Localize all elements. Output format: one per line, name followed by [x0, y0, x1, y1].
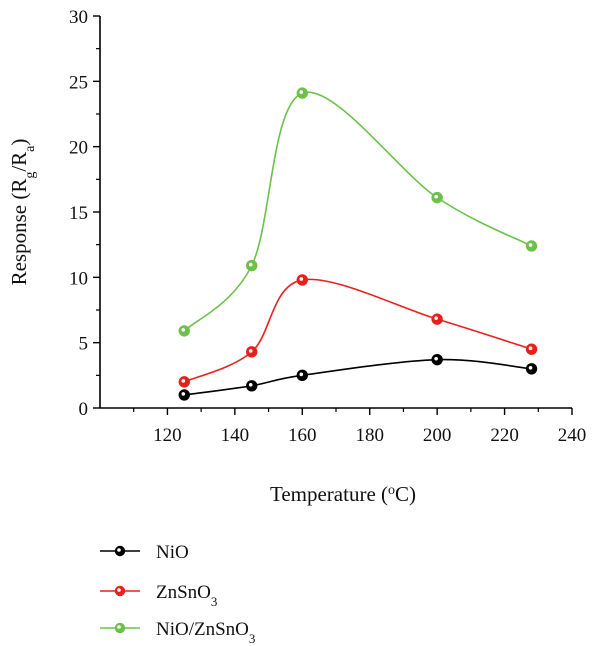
series-line [183, 278, 532, 383]
data-point-highlight [528, 346, 533, 351]
data-point-highlight [434, 194, 438, 199]
y-tick-label: 25 [69, 72, 88, 93]
x-tick-label: 160 [288, 425, 317, 446]
series-line [184, 358, 532, 396]
data-point-highlight [434, 356, 438, 361]
plot-area [178, 87, 538, 401]
y-tick-label: 0 [79, 399, 89, 420]
legend-label: ZnSnO3 [156, 582, 217, 609]
data-point-highlight [528, 243, 533, 247]
y-tick-label: 20 [69, 138, 88, 159]
y-tick-label: 30 [69, 7, 88, 28]
data-point-highlight [181, 328, 186, 332]
data-point-highlight [434, 316, 438, 320]
data-point-highlight [248, 262, 253, 267]
x-tick-label: 220 [490, 425, 519, 446]
legend: NiO ZnSnO3 NiO/ZnSnO3 [100, 542, 255, 646]
data-point-highlight [181, 392, 186, 396]
data-point-highlight [181, 379, 186, 383]
data-point-highlight [248, 349, 253, 353]
x-axis-title: Temperature (oC) [270, 482, 416, 506]
x-tick-label: 140 [221, 425, 250, 446]
x-tick-label: 200 [423, 425, 452, 446]
y-tick-label: 15 [69, 203, 88, 224]
y-tick-label: 10 [69, 268, 88, 289]
x-axis: 120 140 160 180 200 220 240 [100, 407, 587, 446]
data-point-highlight [248, 382, 253, 387]
legend-marker-highlight [117, 625, 121, 629]
x-tick-label: 240 [558, 425, 587, 446]
x-tick-label: 180 [355, 425, 384, 446]
y-tick-label: 5 [79, 334, 89, 355]
legend-label: NiO [156, 542, 189, 563]
x-tick-label: 120 [153, 425, 182, 446]
legend-marker-highlight [117, 588, 121, 592]
data-point-highlight [299, 372, 304, 377]
legend-marker-highlight [117, 548, 121, 552]
data-point-highlight [528, 366, 533, 370]
legend-label: NiO/ZnSnO3 [156, 619, 255, 646]
series-line [183, 91, 532, 332]
y-axis: 0 5 10 15 20 25 30 [69, 7, 101, 420]
data-point-highlight [299, 277, 304, 281]
data-point-highlight [299, 90, 304, 94]
y-axis-title: Response (Rg/Ra) [7, 139, 38, 286]
